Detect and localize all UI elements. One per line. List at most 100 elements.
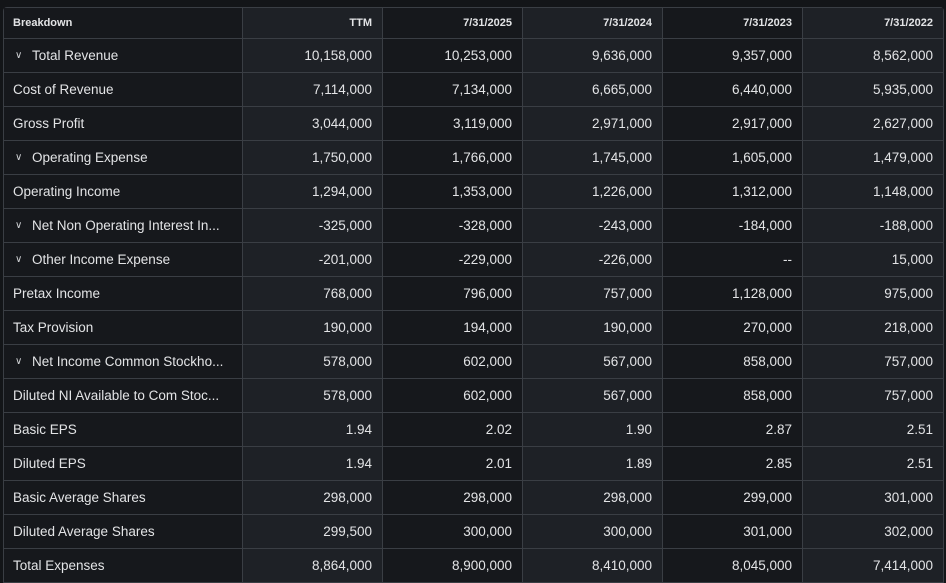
value-cell: 1,745,000 (523, 141, 663, 174)
chevron-down-icon[interactable]: ∨ (15, 356, 23, 367)
value-cell: 2.85 (663, 447, 803, 480)
row-label-cell: Pretax Income (4, 277, 243, 310)
chevron-down-icon[interactable]: ∨ (15, 254, 23, 265)
table-row: ∨ Net Income Common Stockho... 578,000 602,… (4, 345, 943, 379)
row-label-cell[interactable]: ∨ Total Revenue (4, 39, 243, 72)
value-cell: 858,000 (663, 379, 803, 412)
row-label: Diluted NI Available to Com Stoc... (13, 388, 220, 403)
value-cell: 15,000 (803, 243, 943, 276)
value-cell: 858,000 (663, 345, 803, 378)
value-cell: 298,000 (523, 481, 663, 514)
value-cell: 300,000 (383, 515, 523, 548)
value-cell: 8,410,000 (523, 549, 663, 582)
value-cell: 299,500 (243, 515, 383, 548)
header-period: 7/31/2024 (523, 8, 663, 38)
value-cell: 8,045,000 (663, 549, 803, 582)
value-cell: 2.02 (383, 413, 523, 446)
value-cell: 975,000 (803, 277, 943, 310)
value-cell: 6,665,000 (523, 73, 663, 106)
income-statement-table: Breakdown TTM 7/31/2025 7/31/2024 7/31/2023 7… (3, 7, 944, 583)
row-label: Net Income Common Stockho... (32, 354, 224, 369)
row-label-cell: Tax Provision (4, 311, 243, 344)
value-cell: 7,414,000 (803, 549, 943, 582)
table-row: Pretax Income 768,000 796,000 757,000 1,128,… (4, 277, 943, 311)
value-cell: 1,148,000 (803, 175, 943, 208)
value-cell: 194,000 (383, 311, 523, 344)
value-cell: 567,000 (523, 345, 663, 378)
value-cell: 5,935,000 (803, 73, 943, 106)
value-cell: -328,000 (383, 209, 523, 242)
value-cell: 300,000 (523, 515, 663, 548)
value-cell: 602,000 (383, 379, 523, 412)
row-label: Operating Income (13, 184, 121, 199)
value-cell: 1,226,000 (523, 175, 663, 208)
value-cell: 1.90 (523, 413, 663, 446)
value-cell: 1,312,000 (663, 175, 803, 208)
table-row: ∨ Other Income Expense -201,000 -229,000 -22… (4, 243, 943, 277)
value-cell: -229,000 (383, 243, 523, 276)
row-label: Basic EPS (13, 422, 77, 437)
header-breakdown: Breakdown (4, 8, 243, 38)
header-period: 7/31/2023 (663, 8, 803, 38)
value-cell: 796,000 (383, 277, 523, 310)
row-label: Basic Average Shares (13, 490, 146, 505)
row-label: Total Expenses (13, 558, 105, 573)
table-row: Diluted NI Available to Com Stoc... 578,0… (4, 379, 943, 413)
chevron-down-icon[interactable]: ∨ (15, 50, 23, 61)
value-cell: 1.89 (523, 447, 663, 480)
row-label-cell: Cost of Revenue (4, 73, 243, 106)
value-cell: 3,119,000 (383, 107, 523, 140)
row-label-cell: Basic Average Shares (4, 481, 243, 514)
row-label: Total Revenue (32, 48, 119, 63)
value-cell: 1,294,000 (243, 175, 383, 208)
row-label: Operating Expense (32, 150, 148, 165)
value-cell: 10,253,000 (383, 39, 523, 72)
row-label-cell: Gross Profit (4, 107, 243, 140)
value-cell: 7,134,000 (383, 73, 523, 106)
row-label-cell[interactable]: ∨ Net Income Common Stockho... (4, 345, 243, 378)
table-header-row: Breakdown TTM 7/31/2025 7/31/2024 7/31/2023 7… (4, 8, 943, 39)
chevron-down-icon[interactable]: ∨ (15, 220, 23, 231)
value-cell: 2.01 (383, 447, 523, 480)
row-label: Tax Provision (13, 320, 94, 335)
value-cell: 2.87 (663, 413, 803, 446)
row-label-cell: Diluted NI Available to Com Stoc... (4, 379, 243, 412)
header-period: TTM (243, 8, 383, 38)
table-row: Diluted EPS 1.94 2.01 1.89 2.85 2.51 (4, 447, 943, 481)
value-cell: 1,479,000 (803, 141, 943, 174)
row-label-cell[interactable]: ∨ Other Income Expense (4, 243, 243, 276)
value-cell: 218,000 (803, 311, 943, 344)
value-cell: 190,000 (523, 311, 663, 344)
value-cell: 567,000 (523, 379, 663, 412)
value-cell: 8,864,000 (243, 549, 383, 582)
row-label: Cost of Revenue (13, 82, 114, 97)
value-cell: 3,044,000 (243, 107, 383, 140)
value-cell: 757,000 (523, 277, 663, 310)
value-cell: 1,605,000 (663, 141, 803, 174)
row-label-cell[interactable]: ∨ Operating Expense (4, 141, 243, 174)
value-cell: 602,000 (383, 345, 523, 378)
value-cell: -- (663, 243, 803, 276)
value-cell: 8,562,000 (803, 39, 943, 72)
value-cell: 2,971,000 (523, 107, 663, 140)
value-cell: 2.51 (803, 413, 943, 446)
value-cell: -243,000 (523, 209, 663, 242)
value-cell: -226,000 (523, 243, 663, 276)
table-row: Operating Income 1,294,000 1,353,000 1,226,… (4, 175, 943, 209)
value-cell: 301,000 (663, 515, 803, 548)
value-cell: -188,000 (803, 209, 943, 242)
value-cell: 2,627,000 (803, 107, 943, 140)
value-cell: 768,000 (243, 277, 383, 310)
row-label: Gross Profit (13, 116, 85, 131)
row-label-cell[interactable]: ∨ Net Non Operating Interest In... (4, 209, 243, 242)
value-cell: 190,000 (243, 311, 383, 344)
table-row: ∨ Total Revenue 10,158,000 10,253,000 9,636,… (4, 39, 943, 73)
table-row: ∨ Net Non Operating Interest In... -325,00… (4, 209, 943, 243)
table-row: Basic EPS 1.94 2.02 1.90 2.87 2.51 (4, 413, 943, 447)
value-cell: 302,000 (803, 515, 943, 548)
chevron-down-icon[interactable]: ∨ (15, 152, 23, 163)
value-cell: -201,000 (243, 243, 383, 276)
row-label-cell: Operating Income (4, 175, 243, 208)
row-label: Pretax Income (13, 286, 101, 301)
value-cell: 2,917,000 (663, 107, 803, 140)
